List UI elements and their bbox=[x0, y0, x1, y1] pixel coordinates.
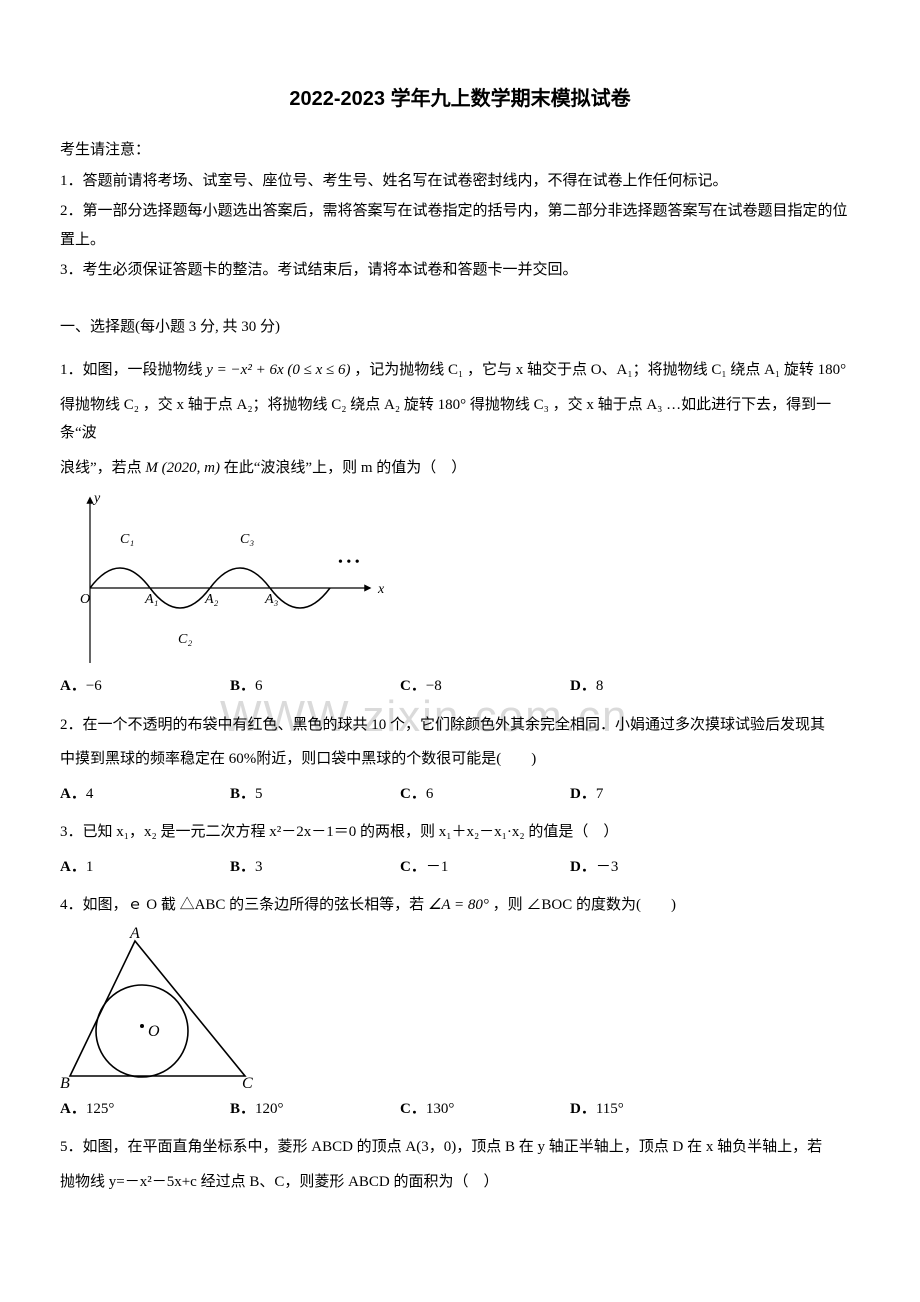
svg-text:• • •: • • • bbox=[338, 555, 360, 570]
question-3: 3．已知 x₁，x₂ 是一元二次方程 x²－2x－1＝0 的两根，则 x₁＋x₂… bbox=[60, 818, 860, 881]
q2-text: 2．在一个不透明的布袋中有红色、黑色的球共 10 个，它们除颜色外其余完全相同．… bbox=[60, 711, 860, 740]
svg-text:C₁: C₁ bbox=[120, 532, 134, 547]
q1-figure: O A₁ A₂ A₃ x y C₁ C₂ C₃ • • • bbox=[60, 488, 860, 668]
page-title: 2022-2023 学年九上数学期末模拟试卷 bbox=[60, 80, 860, 118]
q4-opt-d: D．115° bbox=[570, 1095, 740, 1124]
q1-options: A．−6 B．6 C．−8 D．8 bbox=[60, 672, 860, 701]
q3-opt-d: D．－3 bbox=[570, 853, 740, 882]
svg-text:C: C bbox=[242, 1075, 253, 1091]
svg-text:y: y bbox=[92, 491, 101, 506]
question-4: 4．如图，ｅ O 截 △ABC 的三条边所得的弦长相等，若 ∠A = 80° ，… bbox=[60, 891, 860, 1123]
q1-text: 1．如图，一段抛物线 bbox=[60, 362, 206, 378]
question-2: 2．在一个不透明的布袋中有红色、黑色的球共 10 个，它们除颜色外其余完全相同．… bbox=[60, 711, 860, 809]
exam-instructions: 考生请注意： 1．答题前请将考场、试室号、座位号、考生号、姓名写在试卷密封线内，… bbox=[60, 136, 860, 285]
q5-text: 5．如图，在平面直角坐标系中，菱形 ABCD 的顶点 A(3，0)，顶点 B 在… bbox=[60, 1133, 860, 1162]
q4-opt-a: A．125° bbox=[60, 1095, 230, 1124]
q1-text: 得抛物线 C₂ ，交 x 轴于点 A₂；将抛物线 C₂ 绕点 A₂ 旋转 180… bbox=[60, 391, 860, 448]
question-5: 5．如图，在平面直角坐标系中，菱形 ABCD 的顶点 A(3，0)，顶点 B 在… bbox=[60, 1133, 860, 1196]
section-1-label: 一、选择题(每小题 3 分, 共 30 分) bbox=[60, 313, 860, 342]
svg-text:B: B bbox=[60, 1075, 70, 1091]
svg-text:A₁: A₁ bbox=[144, 592, 158, 607]
q3-opt-b: B．3 bbox=[230, 853, 400, 882]
q3-options: A．1 B．3 C．－1 D．－3 bbox=[60, 853, 860, 882]
notice-line: 3．考生必须保证答题卡的整洁。考试结束后，请将本试卷和答题卡一并交回。 bbox=[60, 256, 860, 285]
q4-figure: O A B C bbox=[60, 926, 860, 1091]
q4-text: ，则 ∠BOC 的度数为( ) bbox=[493, 897, 676, 913]
q4-opt-c: C．130° bbox=[400, 1095, 570, 1124]
q4-text: 4．如图，ｅ O 截 △ABC 的三条边所得的弦长相等，若 bbox=[60, 897, 428, 913]
q2-opt-a: A．4 bbox=[60, 780, 230, 809]
q2-options: A．4 B．5 C．6 D．7 bbox=[60, 780, 860, 809]
q2-opt-b: B．5 bbox=[230, 780, 400, 809]
q2-opt-c: C．6 bbox=[400, 780, 570, 809]
q1-text: ，记为抛物线 C₁ ，它与 x 轴交于点 O、A₁；将抛物线 C₁ 绕点 A₁ … bbox=[354, 362, 846, 378]
q3-opt-a: A．1 bbox=[60, 853, 230, 882]
notice-line: 1．答题前请将考场、试室号、座位号、考生号、姓名写在试卷密封线内，不得在试卷上作… bbox=[60, 167, 860, 196]
q1-text: 浪线”，若点 bbox=[60, 460, 145, 476]
q4-angle: ∠A = 80° bbox=[428, 897, 489, 913]
q3-opt-c: C．－1 bbox=[400, 853, 570, 882]
q1-opt-c: C．−8 bbox=[400, 672, 570, 701]
notice-line: 2．第一部分选择题每小题选出答案后，需将答案写在试卷指定的括号内，第二部分非选择… bbox=[60, 197, 860, 254]
q3-text: 3．已知 x₁，x₂ 是一元二次方程 x²－2x－1＝0 的两根，则 x₁＋x₂… bbox=[60, 818, 860, 847]
q1-opt-a: A．−6 bbox=[60, 672, 230, 701]
q1-opt-b: B．6 bbox=[230, 672, 400, 701]
q1-text: 在此“波浪线”上，则 m 的值为（ ） bbox=[224, 460, 467, 476]
q1-formula: y = −x² + 6x (0 ≤ x ≤ 6) bbox=[206, 362, 350, 378]
question-1: 1．如图，一段抛物线 y = −x² + 6x (0 ≤ x ≤ 6) ，记为抛… bbox=[60, 356, 860, 701]
q1-opt-d: D．8 bbox=[570, 672, 740, 701]
svg-text:A₃: A₃ bbox=[264, 592, 279, 607]
svg-text:O: O bbox=[148, 1023, 160, 1040]
notice-header: 考生请注意： bbox=[60, 136, 860, 165]
q5-text: 抛物线 y=－x²－5x+c 经过点 B、C，则菱形 ABCD 的面积为（ ） bbox=[60, 1168, 860, 1197]
svg-text:O: O bbox=[80, 592, 90, 607]
q4-options: A．125° B．120° C．130° D．115° bbox=[60, 1095, 860, 1124]
svg-text:C₃: C₃ bbox=[240, 532, 254, 547]
svg-text:A: A bbox=[129, 926, 140, 942]
q2-text: 中摸到黑球的频率稳定在 60%附近，则口袋中黑球的个数很可能是( ) bbox=[60, 745, 860, 774]
svg-text:x: x bbox=[377, 582, 385, 597]
q4-opt-b: B．120° bbox=[230, 1095, 400, 1124]
q1-point: M (2020, m) bbox=[145, 460, 220, 476]
svg-text:A₂: A₂ bbox=[204, 592, 219, 607]
q2-opt-d: D．7 bbox=[570, 780, 740, 809]
svg-text:C₂: C₂ bbox=[178, 632, 192, 647]
